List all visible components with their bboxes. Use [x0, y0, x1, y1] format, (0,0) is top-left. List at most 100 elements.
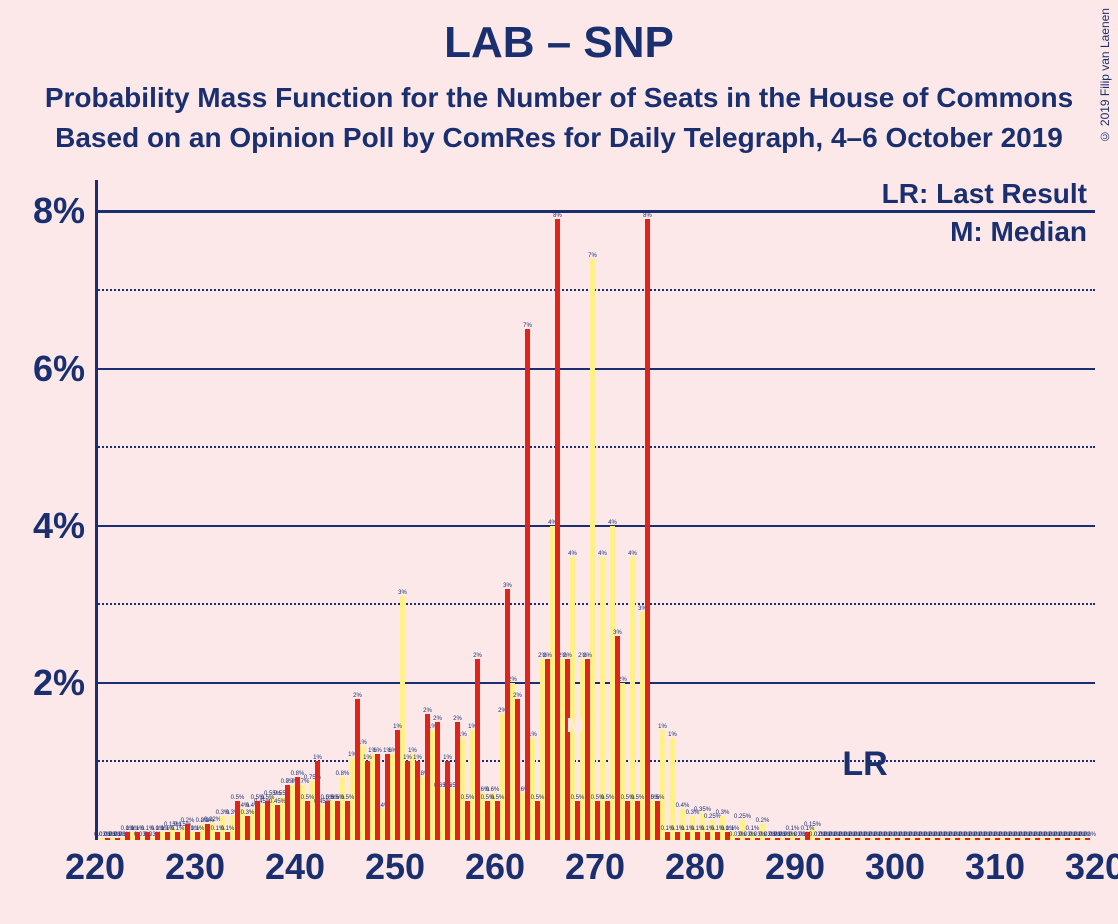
bar-value-label: 0.6%: [486, 787, 500, 793]
bar-series-red: 0.03%: [105, 838, 110, 840]
bar-value-label: 3%: [503, 583, 512, 589]
median-marker: M: [567, 715, 584, 738]
bar-series-red: 2%: [545, 659, 550, 840]
bar-series-red: 0.3%: [245, 816, 250, 840]
bar-value-label: 0.2%: [201, 818, 215, 824]
bar-series-red: 2%: [585, 659, 590, 840]
bar-value-label: 1%: [668, 732, 677, 738]
bar-series-red: 0.5%: [265, 801, 270, 840]
bar-series-red: 0.03%: [765, 838, 770, 840]
chart-subtitle-2: Based on an Opinion Poll by ComRes for D…: [0, 122, 1118, 154]
bar-series-red: 0.03%: [745, 838, 750, 840]
bar-value-label: 0.1%: [801, 826, 815, 832]
bar-series-red: 0.03%: [785, 838, 790, 840]
gridline-major: [95, 210, 1095, 213]
bar-series-red: 1%: [395, 730, 400, 840]
bar-value-label: 0.7%: [281, 779, 295, 785]
bar-series-red: 0.5%: [605, 801, 610, 840]
bar-series-red: 0.02%: [1065, 838, 1070, 840]
bar-series-red: 0.02%: [815, 838, 820, 840]
bar-series-red: 0.5%: [325, 801, 330, 840]
bar-series-red: 0.1%: [225, 832, 230, 840]
bar-value-label: 2%: [433, 716, 442, 722]
bar-series-red: 0.02%: [965, 838, 970, 840]
bar-series-red: 0.1%: [675, 832, 680, 840]
bar-series-red: 0.02%: [905, 838, 910, 840]
bar-series-red: 0.1%: [155, 832, 160, 840]
bar-series-red: 0.02%: [1025, 838, 1030, 840]
bar-value-label: 2%: [583, 653, 592, 659]
bar-series-red: 2%: [435, 722, 440, 840]
bar-series-red: 0.1%: [665, 832, 670, 840]
bar-value-label: 1%: [393, 724, 402, 730]
bar-series-red: 1%: [365, 761, 370, 840]
bar-value-label: 0.8%: [291, 771, 305, 777]
bar-value-label: 1%: [373, 748, 382, 754]
bar-value-label: 4%: [568, 551, 577, 557]
bar-value-label: 2%: [513, 693, 522, 699]
bar-series-red: 0.5%: [635, 801, 640, 840]
bar-value-label: 0.8%: [336, 771, 350, 777]
bar-value-label: 7%: [523, 323, 532, 329]
bar-series-red: 0.1%: [165, 832, 170, 840]
x-tick-label: 290: [765, 846, 825, 888]
bar-value-label: 0.3%: [716, 810, 730, 816]
bar-series-red: 0.5%: [625, 801, 630, 840]
bar-value-label: 0.3%: [241, 810, 255, 816]
bar-series-yellow: 7%: [590, 259, 595, 840]
y-tick-label: 2%: [33, 662, 85, 704]
bar-value-label: 0.5%: [531, 795, 545, 801]
bar-series-yellow: 1%: [670, 738, 675, 840]
bar-series-red: 0.02%: [925, 838, 930, 840]
bar-value-label: 0.1%: [171, 826, 185, 832]
bar-series-red: 0.02%: [975, 838, 980, 840]
bar-value-label: 0.4%: [676, 803, 690, 809]
bar-series-red: 0.5%: [255, 801, 260, 840]
bar-series-red: 1%: [315, 761, 320, 840]
bar-series-red: 0.02%: [995, 838, 1000, 840]
bar-series-red: 0.02%: [885, 838, 890, 840]
bar-series-red: 0.2%: [185, 824, 190, 840]
bar-series-red: 3%: [615, 636, 620, 840]
bar-value-label: 3%: [613, 630, 622, 636]
bar-value-label: 2%: [473, 653, 482, 659]
bar-value-label: 0.5%: [571, 795, 585, 801]
bar-series-red: 0.1%: [715, 832, 720, 840]
bar-value-label: 7%: [588, 253, 597, 259]
bar-series-red: 0.1%: [145, 832, 150, 840]
bar-series-red: 0.03%: [775, 838, 780, 840]
bar-series-red: 0.1%: [135, 832, 140, 840]
bar-series-red: 8%: [555, 219, 560, 840]
bar-value-label: 2%: [543, 653, 552, 659]
bar-value-label: 1%: [408, 748, 417, 754]
bar-series-red: 0.1%: [695, 832, 700, 840]
pmf-chart: LAB – SNP Probability Mass Function for …: [0, 0, 1118, 924]
bar-series-red: 0.02%: [1005, 838, 1010, 840]
bar-value-label: 1%: [383, 748, 392, 754]
bar-value-label: 8%: [553, 213, 562, 219]
legend-median: M: Median: [950, 216, 1087, 248]
bar-series-red: 0.5%: [345, 801, 350, 840]
bar-series-red: 0.02%: [875, 838, 880, 840]
legend-last-result: LR: Last Result: [882, 178, 1087, 210]
bar-series-red: 0.02%: [935, 838, 940, 840]
bar-series-red: 7%: [525, 329, 530, 840]
bar-series-red: 0.02%: [895, 838, 900, 840]
chart-subtitle-1: Probability Mass Function for the Number…: [0, 82, 1118, 114]
bar-series-red: 0.5%: [465, 801, 470, 840]
bar-series-red: 0.02%: [1035, 838, 1040, 840]
bar-series-red: 0.02%: [1085, 838, 1090, 840]
copyright-text: © 2019 Filip van Laenen: [1098, 8, 1112, 143]
bar-series-red: 0.03%: [735, 838, 740, 840]
bar-series-red: 0.5%: [235, 801, 240, 840]
bar-series-red: 0.1%: [175, 832, 180, 840]
bar-series-red: 0.1%: [685, 832, 690, 840]
bar-value-label: 0.5%: [601, 795, 615, 801]
bar-series-red: 0.1%: [215, 832, 220, 840]
bar-series-red: 1%: [415, 761, 420, 840]
x-tick-label: 260: [465, 846, 525, 888]
bar-value-label: 0.2%: [181, 818, 195, 824]
x-tick-label: 300: [865, 846, 925, 888]
gridline-minor: [95, 289, 1095, 291]
bar-series-red: 1%: [405, 761, 410, 840]
